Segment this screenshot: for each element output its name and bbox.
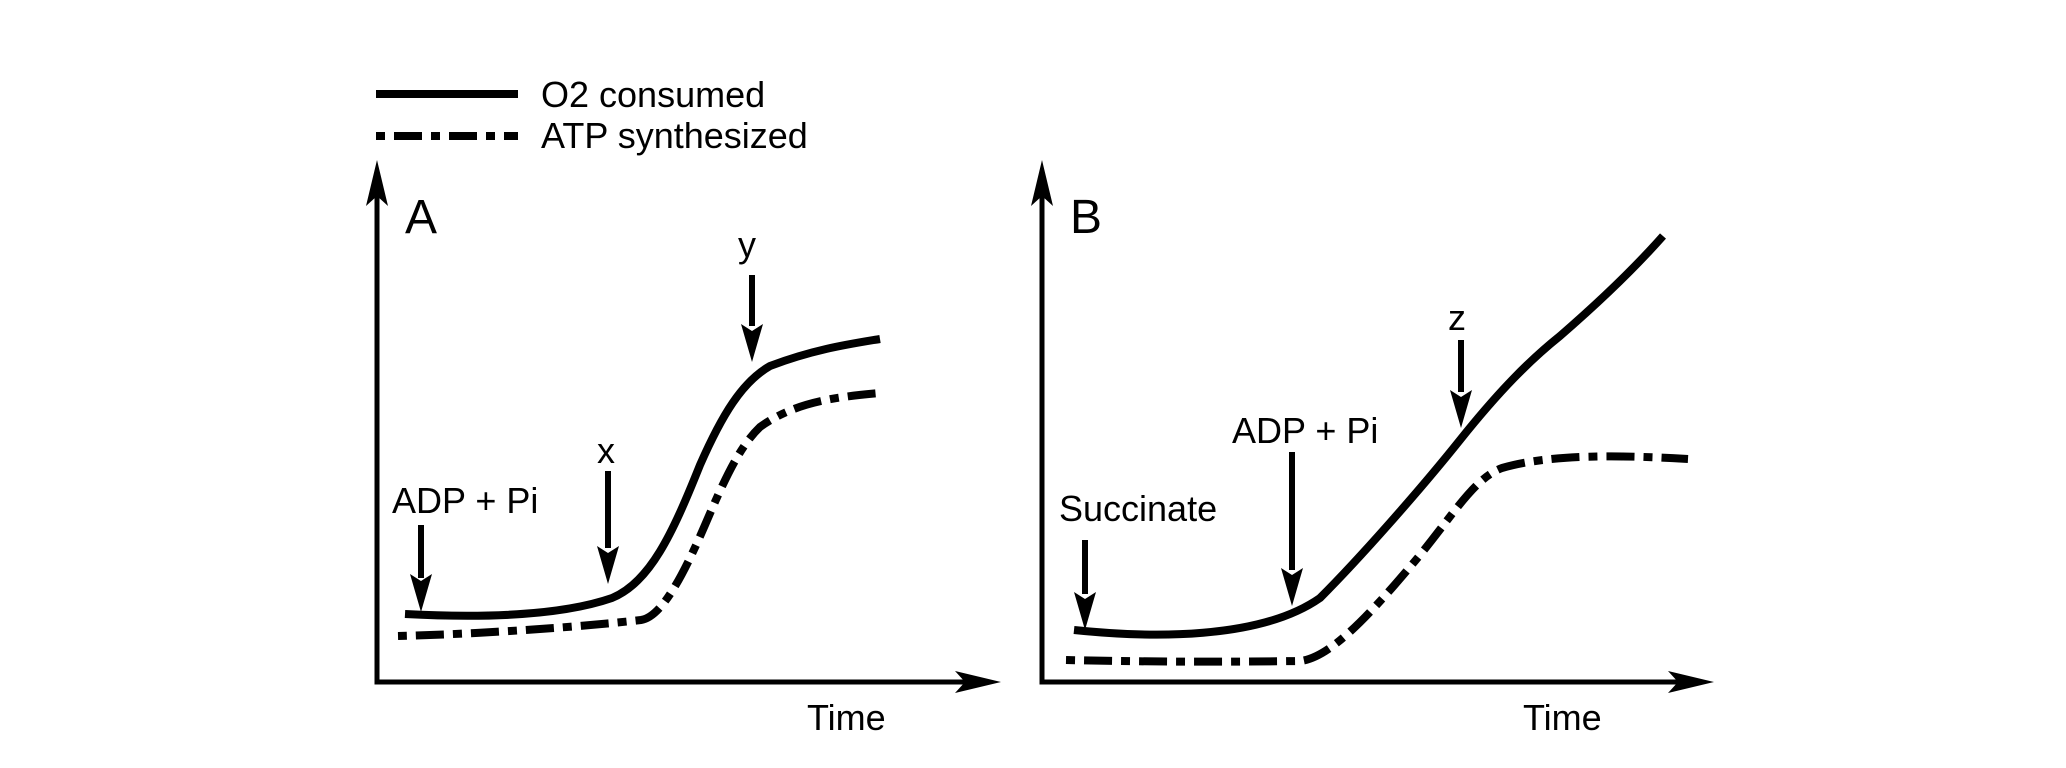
panel-a-adp-arrow: ADP + Pi: [392, 480, 538, 612]
panel-b-atp-curve: [1065, 452, 1689, 666]
panel-b-adp-arrow: ADP + Pi: [1232, 410, 1378, 606]
legend-o2-label: O2 consumed: [541, 74, 765, 115]
panel-b-z-label: z: [1448, 297, 1466, 338]
down-arrow-icon: [410, 574, 432, 612]
panel-b-x-arrowhead-icon: [1668, 671, 1714, 693]
panel-a-x-axis-label: Time: [807, 697, 886, 738]
down-arrow-icon: [1074, 592, 1096, 630]
panel-b-letter: B: [1070, 191, 1102, 244]
panel-a-atp-curve: [397, 389, 881, 640]
panel-a: A Time ADP + Pi x y: [366, 160, 1001, 738]
down-arrow-icon: [1281, 568, 1303, 606]
down-arrow-icon: [741, 324, 763, 362]
legend-atp-label: ATP synthesized: [541, 115, 808, 156]
panel-a-axes: [374, 186, 975, 685]
panel-a-x-arrow: x: [597, 430, 619, 584]
panel-a-x-label: x: [597, 430, 615, 471]
panel-b-succinate-arrow: Succinate: [1059, 488, 1217, 630]
panel-b-o2-curve: [1073, 233, 1666, 639]
panel-b-z-arrow: z: [1448, 297, 1472, 428]
panel-b-succinate-label: Succinate: [1059, 488, 1217, 529]
panel-b-axes: [1039, 186, 1688, 685]
legend: O2 consumed ATP synthesized: [376, 74, 808, 156]
panel-b: B Time Succinate ADP + Pi z: [1031, 160, 1714, 738]
panel-a-x-arrowhead-icon: [955, 671, 1001, 693]
panel-b-x-axis-label: Time: [1523, 697, 1602, 738]
panel-b-adp-label: ADP + Pi: [1232, 410, 1378, 451]
panel-a-y-arrow: y: [738, 224, 763, 362]
down-arrow-icon: [1450, 390, 1472, 428]
panel-a-y-arrowhead-icon: [366, 160, 388, 206]
panel-b-y-arrowhead-icon: [1031, 160, 1053, 206]
panel-a-o2-curve: [404, 335, 881, 620]
panel-a-letter: A: [405, 191, 437, 244]
down-arrow-icon: [597, 546, 619, 584]
panel-a-adp-label: ADP + Pi: [392, 480, 538, 521]
panel-a-y-label: y: [738, 224, 756, 265]
